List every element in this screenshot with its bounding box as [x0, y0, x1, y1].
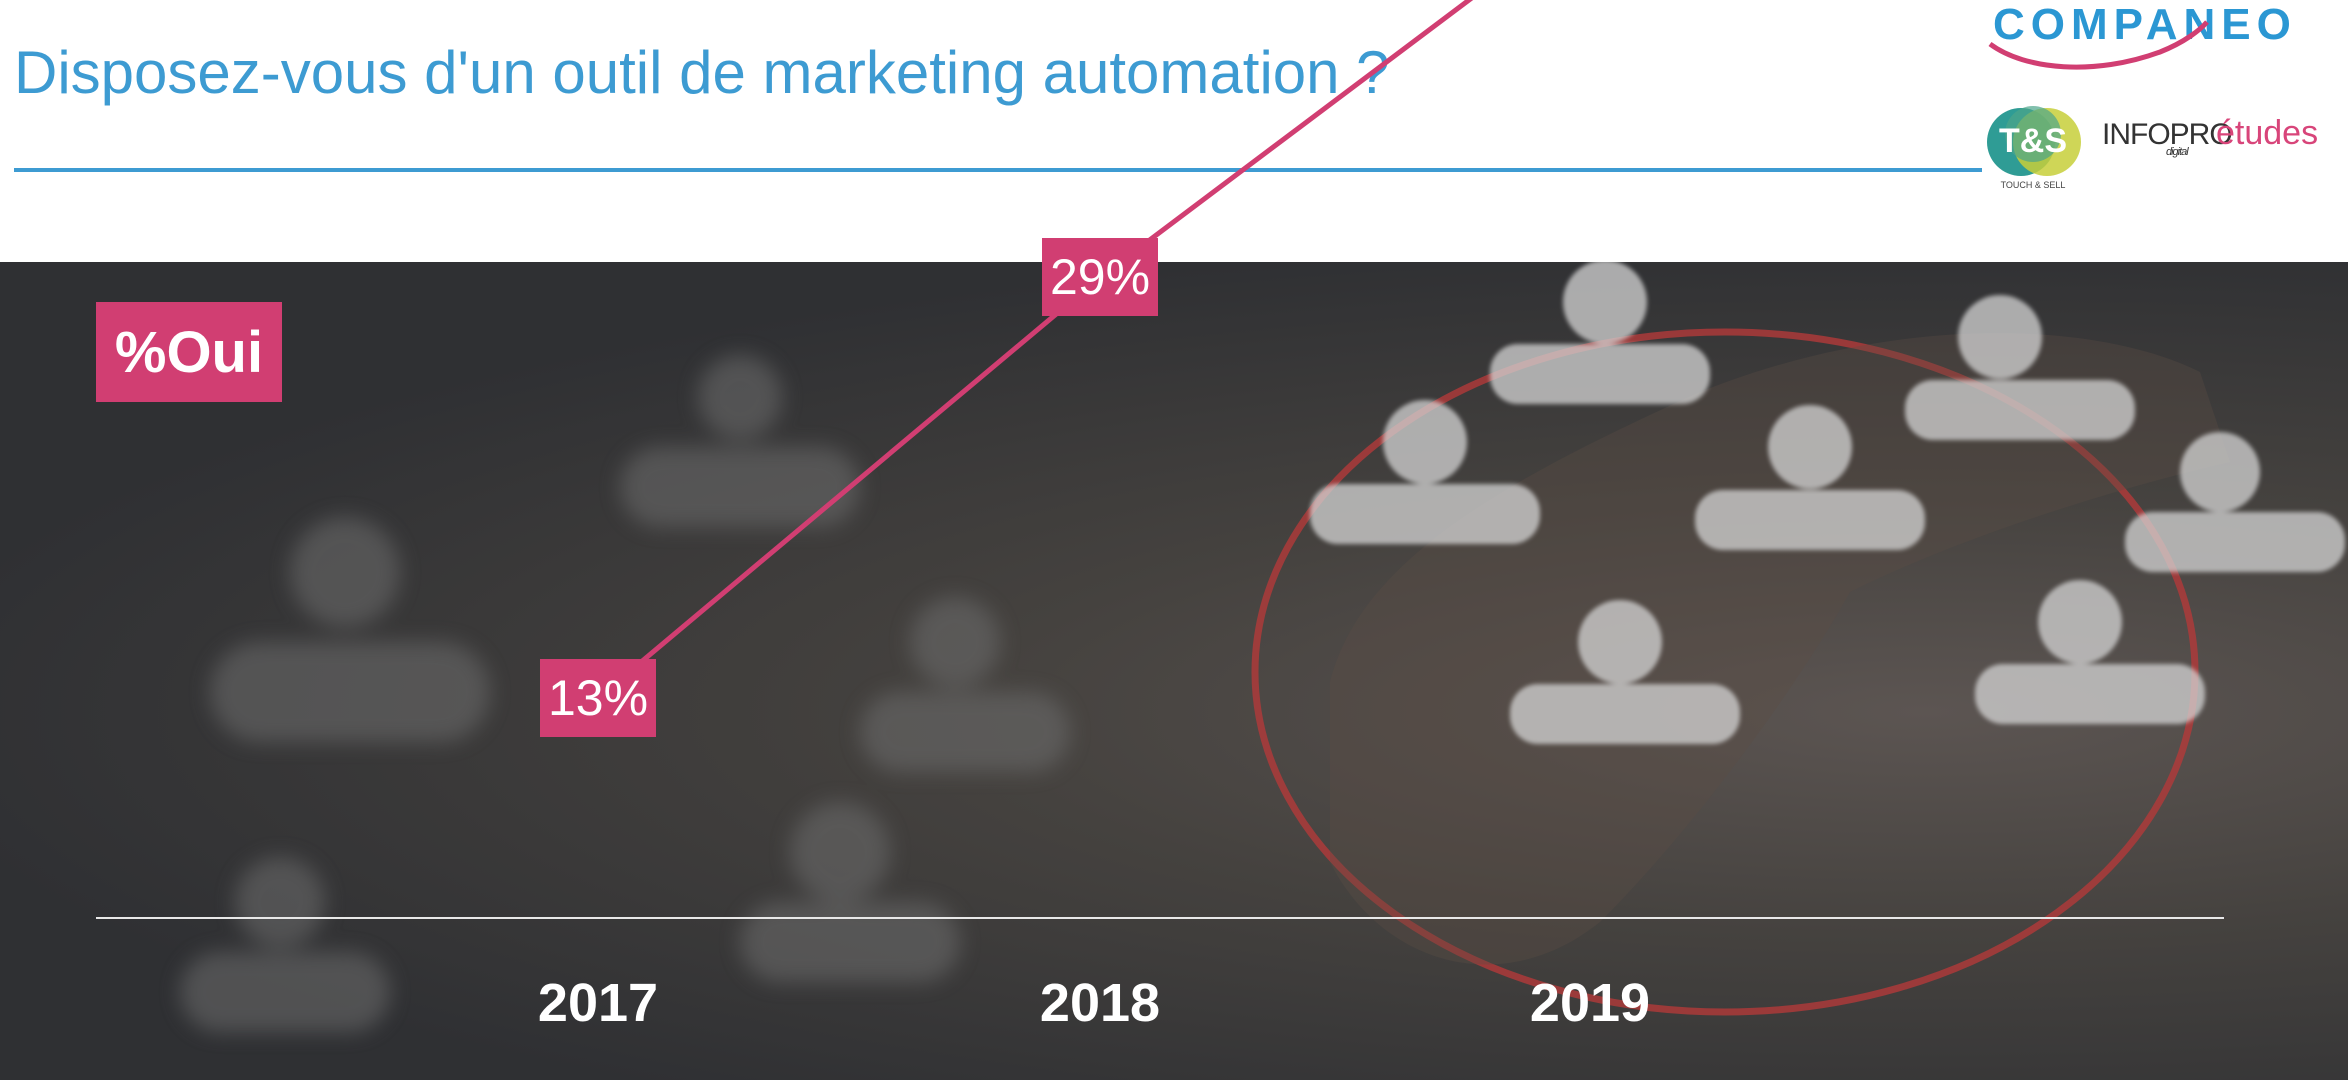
ts-logo-icon: T&S TOUCH & SELL [1987, 106, 2081, 190]
infopro-logo: INFOPRO digital [2102, 118, 2233, 158]
x-tick-label-2019: 2019 [1529, 973, 1651, 1033]
infopro-logo-subtext: digital [2166, 146, 2189, 158]
percent-yes-badge: %Oui [96, 302, 282, 402]
chart-panel [0, 262, 2348, 1080]
companeo-swoosh-icon [1988, 20, 2209, 70]
touch-and-sell-logo: T&S TOUCH & SELL [1985, 100, 2085, 192]
companeo-logo: COMPANEO [1985, 0, 2325, 80]
background-decor [96, 262, 2345, 1032]
companeo-logo-text: COMPANEO [1993, 0, 2297, 49]
data-label-2018: 29% [1042, 238, 1158, 317]
data-label-2017: 13% [540, 659, 656, 738]
ts-logo-text: T&S [1999, 122, 2067, 160]
page-title: Disposez-vous d'un outil de marketing au… [14, 39, 1390, 106]
etudes-logo: études [2216, 114, 2319, 152]
infopro-logo-text: INFOPRO [2102, 118, 2233, 151]
x-tick-label-2018: 2018 [1039, 973, 1161, 1033]
x-tick-label-2017: 2017 [537, 973, 659, 1033]
ts-logo-subtext: TOUCH & SELL [2001, 180, 2066, 190]
title-divider [14, 168, 1982, 172]
series-line [596, 0, 1474, 701]
